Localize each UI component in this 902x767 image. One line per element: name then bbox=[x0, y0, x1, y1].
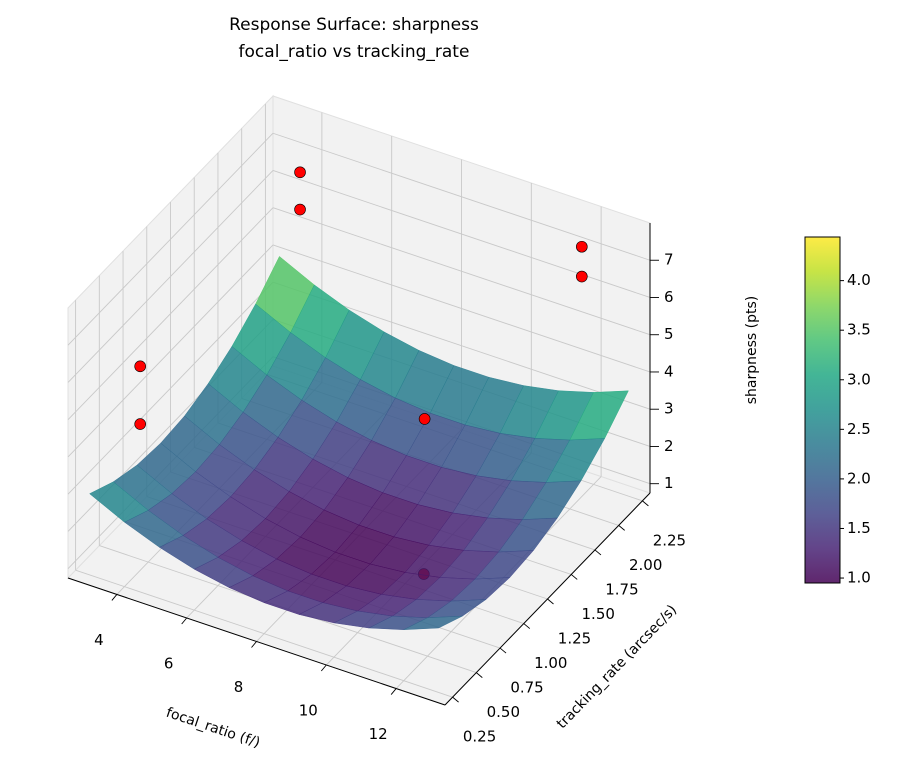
colorbar-tick-label: 3.0 bbox=[847, 370, 871, 388]
y-tick bbox=[547, 598, 554, 605]
x-axis-label: focal_ratio (f/) bbox=[164, 705, 262, 751]
data-point bbox=[294, 166, 306, 179]
x-tick-label: 4 bbox=[94, 631, 104, 649]
y-tick bbox=[570, 574, 578, 580]
y-tick-label: 1.50 bbox=[582, 605, 615, 623]
data-point bbox=[576, 240, 588, 253]
z-axis-label: sharpness (pts) bbox=[744, 296, 760, 405]
data-point bbox=[134, 418, 146, 430]
surface-cell bbox=[403, 615, 463, 630]
data-point bbox=[294, 203, 306, 216]
colorbar-tick-label: 2.5 bbox=[847, 420, 871, 438]
grid-line bbox=[67, 281, 274, 495]
y-tick-label: 1.00 bbox=[534, 654, 567, 672]
z-tick-label: 4 bbox=[664, 362, 674, 380]
z-tick-label: 3 bbox=[664, 400, 674, 418]
y-tick-label: 1.25 bbox=[558, 630, 591, 648]
y-tick bbox=[642, 500, 649, 507]
z-tick-label: 7 bbox=[664, 251, 674, 269]
y-tick-label: 2.25 bbox=[653, 531, 686, 549]
x-axis-line bbox=[67, 577, 446, 706]
x-tick-label: 12 bbox=[369, 725, 388, 743]
colorbar-tick-label: 4.0 bbox=[847, 271, 871, 289]
data-point bbox=[576, 270, 588, 283]
x-tick-label: 8 bbox=[234, 678, 244, 696]
x-tick bbox=[111, 594, 118, 601]
chart-title: Response Surface: sharpness bbox=[229, 15, 479, 35]
grid-line bbox=[67, 132, 274, 346]
x-tick bbox=[320, 664, 327, 672]
chart-subtitle: focal_ratio vs tracking_rate bbox=[239, 42, 470, 62]
grid-line bbox=[272, 132, 651, 261]
x-tick-label: 6 bbox=[164, 654, 174, 672]
x-tick bbox=[251, 641, 257, 648]
y-tick bbox=[523, 623, 531, 629]
grid-line bbox=[272, 244, 651, 373]
y-tick-label: 0.50 bbox=[487, 703, 520, 721]
x-tick-label: 10 bbox=[299, 702, 318, 720]
y-tick bbox=[499, 647, 507, 654]
colorbar-tick-label: 1.5 bbox=[847, 519, 871, 537]
y-tick-label: 2.00 bbox=[629, 556, 662, 574]
colorbar-tick-label: 2.0 bbox=[847, 469, 871, 487]
z-tick-label: 5 bbox=[664, 325, 674, 343]
grid-line bbox=[67, 207, 274, 421]
y-tick-label: 1.75 bbox=[605, 580, 638, 598]
grid-line bbox=[272, 207, 651, 336]
y-axis-line bbox=[444, 492, 651, 706]
y-tick-label: 0.25 bbox=[463, 728, 496, 746]
y-axis-label: tracking_rate (arcsec/s) bbox=[554, 602, 680, 732]
y-tick bbox=[594, 549, 602, 556]
z-tick-label: 1 bbox=[664, 474, 674, 492]
data-point bbox=[134, 360, 146, 373]
y-tick-label: 0.75 bbox=[510, 679, 543, 697]
grid-line bbox=[67, 170, 274, 383]
z-tick-label: 6 bbox=[664, 288, 674, 306]
x-tick bbox=[390, 688, 397, 695]
x-tick bbox=[181, 617, 188, 625]
colorbar-tick-label: 1.0 bbox=[847, 569, 871, 587]
y-tick bbox=[452, 696, 459, 703]
colorbar-tick-label: 3.5 bbox=[847, 321, 871, 339]
z-tick-label: 2 bbox=[664, 437, 674, 455]
grid-line bbox=[67, 244, 274, 458]
y-tick bbox=[476, 672, 483, 678]
grid-line bbox=[75, 569, 453, 698]
data-point bbox=[418, 413, 431, 425]
y-tick bbox=[618, 525, 625, 531]
colorbar bbox=[804, 236, 841, 584]
